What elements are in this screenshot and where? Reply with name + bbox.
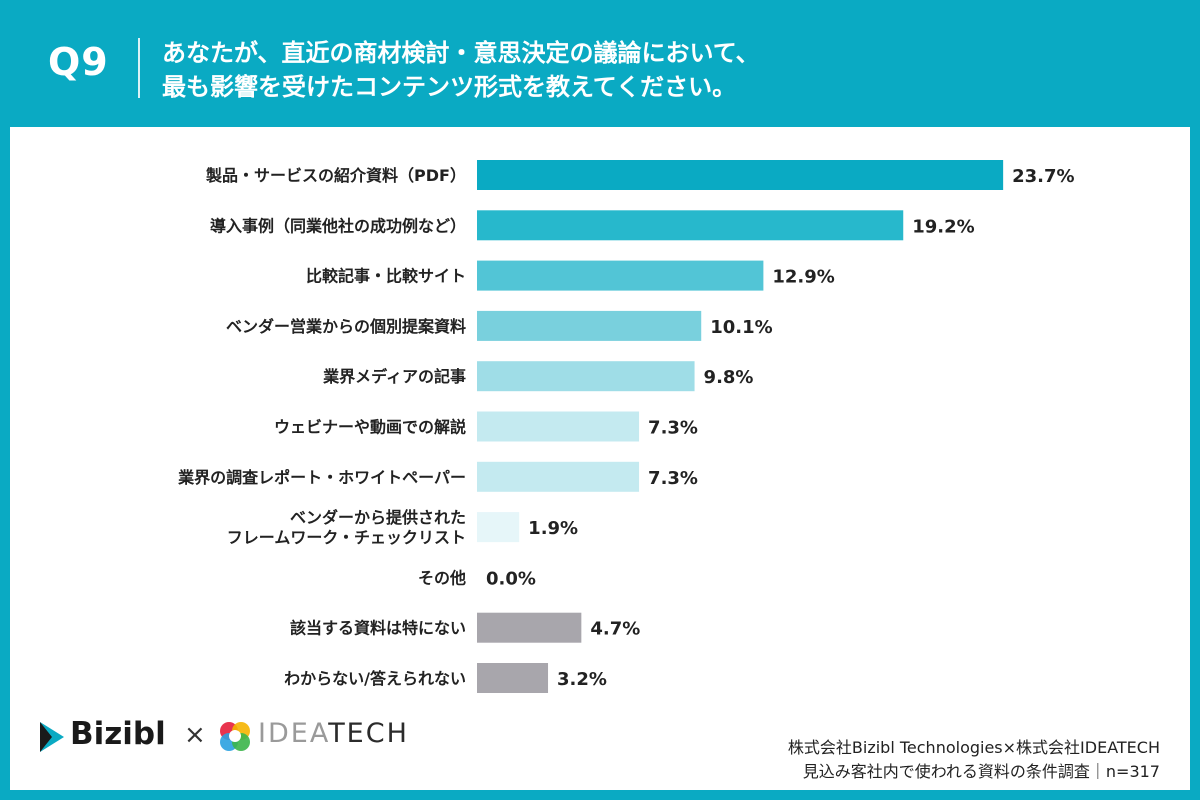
times-sign: × <box>184 720 206 750</box>
category-label-5: ウェビナーや動画での解説 <box>274 418 466 437</box>
category-label-0: 製品・サービスの紹介資料（PDF） <box>205 166 466 185</box>
header-divider <box>138 38 140 98</box>
value-label-1: 19.2% <box>912 216 974 237</box>
value-label-8: 0.0% <box>486 568 536 589</box>
bizibl-play-icon <box>40 722 64 752</box>
category-label-10: わからない/答えられない <box>284 669 466 688</box>
question-header: Q9 あなたが、直近の商材検討・意思決定の議論において、 最も影響を受けたコンテ… <box>0 0 1200 127</box>
category-label-2: 比較記事・比較サイト <box>306 267 466 286</box>
value-label-0: 23.7% <box>1012 166 1074 187</box>
category-label-4: 業界メディアの記事 <box>322 367 466 386</box>
category-label-7: ベンダーから提供されたフレームワーク・チェックリスト <box>227 508 466 547</box>
category-label-8: その他 <box>418 568 466 587</box>
value-label-7: 1.9% <box>528 518 578 539</box>
bar-9 <box>477 612 582 643</box>
bar-4 <box>477 361 695 392</box>
category-label-1: 導入事例（同業他社の成功例など） <box>210 216 466 235</box>
category-label-3: ベンダー営業からの個別提案資料 <box>226 317 466 336</box>
bar-7 <box>477 512 520 543</box>
value-label-4: 9.8% <box>704 367 754 388</box>
value-label-6: 7.3% <box>648 468 698 489</box>
category-label-9: 該当する資料は特にない <box>290 619 466 638</box>
bar-2 <box>477 260 764 291</box>
bar-1 <box>477 210 904 241</box>
value-label-5: 7.3% <box>648 418 698 439</box>
ideatech-logo-tech: TECH <box>328 718 409 749</box>
ideatech-logo-idea: IDEA <box>258 718 329 749</box>
bar-6 <box>477 461 640 492</box>
credit-line-1: 株式会社Bizibl Technologies×株式会社IDEATECH <box>787 738 1160 757</box>
value-label-3: 10.1% <box>710 317 772 338</box>
ideatech-logo: IDEATECH <box>258 718 409 749</box>
question-text: あなたが、直近の商材検討・意思決定の議論において、 最も影響を受けたコンテンツ形… <box>162 36 760 104</box>
bizibl-logo: Bizibl <box>70 716 166 752</box>
question-number: Q9 <box>48 40 109 84</box>
ideatech-color-ring-icon <box>220 722 250 751</box>
bar-5 <box>477 411 640 442</box>
question-line-2: 最も影響を受けたコンテンツ形式を教えてください。 <box>162 73 737 101</box>
category-label-6: 業界の調査レポート・ホワイトペーパー <box>177 468 466 487</box>
survey-credit: 株式会社Bizibl Technologies×株式会社IDEATECH 見込み… <box>788 736 1160 784</box>
value-label-10: 3.2% <box>557 669 607 690</box>
value-label-9: 4.7% <box>590 619 640 640</box>
bar-10 <box>477 663 549 693</box>
question-line-1: あなたが、直近の商材検討・意思決定の議論において、 <box>162 39 760 67</box>
value-label-2: 12.9% <box>772 267 834 288</box>
bar-0 <box>477 160 1004 190</box>
bar-3 <box>477 310 702 341</box>
credit-line-2: 見込み客社内で使われる資料の条件調査｜n=317 <box>802 762 1160 781</box>
